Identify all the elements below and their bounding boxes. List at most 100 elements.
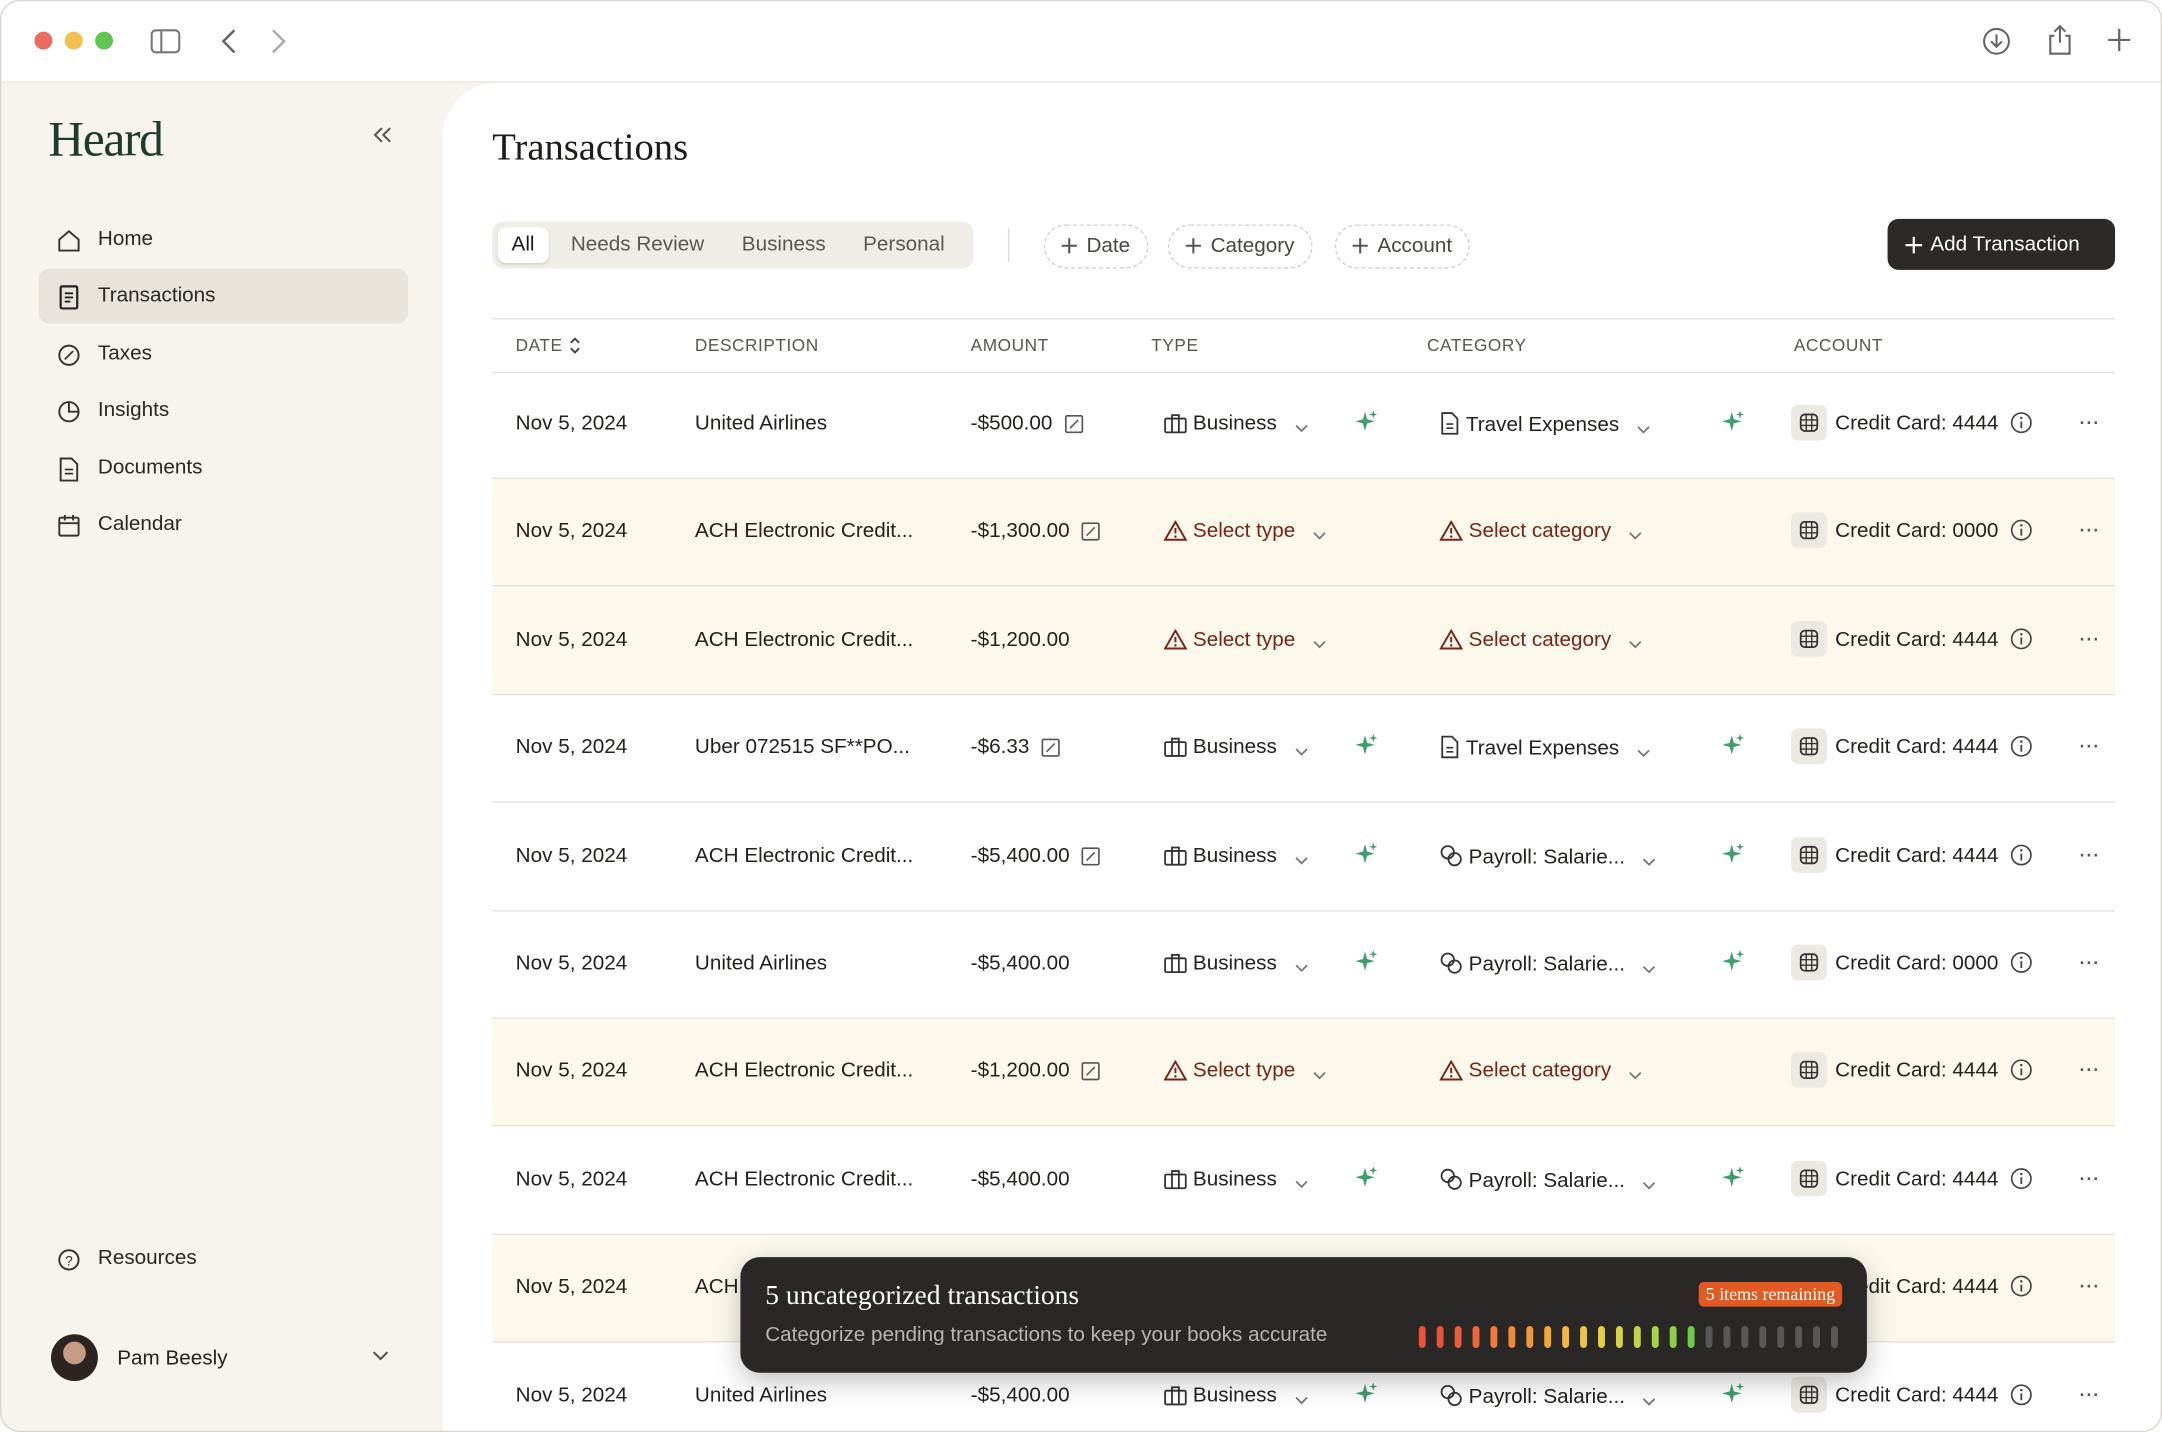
ai-suggestion[interactable] (1354, 842, 1379, 868)
nav-item[interactable]: Calendar (39, 497, 409, 552)
filter-pill[interactable]: Account (1334, 224, 1471, 269)
user-name[interactable]: Pam Beesly (117, 1346, 228, 1371)
description-cell: ACH Electronic Credit... (694, 1167, 914, 1191)
card-icon (1799, 953, 1819, 972)
add-transaction-button[interactable]: Add Transaction (1887, 218, 2116, 270)
description-cell: ACH Electronic Credit... (694, 519, 914, 544)
category-dropdown[interactable]: Payroll: Salarie... (1439, 1383, 1656, 1408)
category-dropdown[interactable]: Travel Expenses (1439, 412, 1650, 436)
table-row[interactable]: Nov 5, 2024 ACH Electronic Credit... -$1,3… (492, 479, 2116, 588)
ai-suggestion[interactable] (1354, 1165, 1379, 1192)
close-button[interactable] (34, 31, 53, 50)
category-dropdown[interactable]: Select category (1439, 628, 1642, 651)
nav-item[interactable]: Home (39, 212, 409, 267)
account-logo (1791, 728, 1827, 765)
tab[interactable]: Business (741, 232, 826, 257)
table-row[interactable]: Nov 5, 2024 United Airlines -$500.00 Busin… (492, 372, 2116, 480)
table-row[interactable]: Nov 5, 2024 United Airlines -$5,400.00 Bus… (492, 912, 2116, 1019)
filter-pill[interactable]: Category (1167, 224, 1313, 269)
category-label: Payroll: Salarie... (1468, 952, 1626, 977)
ai-suggestion[interactable] (1721, 1165, 1746, 1192)
more-menu[interactable]: ··· (2077, 1163, 2100, 1191)
more-menu[interactable]: ··· (2077, 947, 2100, 975)
category-dropdown[interactable]: Travel Expenses (1439, 736, 1650, 760)
type-dropdown[interactable]: Select type (1163, 628, 1327, 651)
filter-label: Account (1377, 234, 1453, 258)
category-dropdown[interactable]: Select category (1439, 520, 1642, 543)
back-button[interactable] (219, 28, 238, 56)
type-dropdown[interactable]: Business (1164, 736, 1308, 759)
ai-suggestion[interactable] (1721, 410, 1746, 436)
account-cell: Credit Card: 4444 (1791, 1160, 2032, 1197)
nav-item[interactable]: Transactions (38, 269, 409, 325)
amount: -$5,400.00 (970, 1383, 1070, 1407)
column-header[interactable]: DATE (516, 336, 582, 355)
card-icon (1799, 413, 1819, 432)
account-cell: Credit Card: 4444 (1791, 1376, 2032, 1413)
type-label: Business (1192, 843, 1277, 867)
type-dropdown[interactable]: Business (1164, 1383, 1308, 1407)
filter-pill[interactable]: Date (1043, 224, 1149, 269)
more-menu[interactable]: ··· (2077, 623, 2100, 651)
type-dropdown[interactable]: Business (1164, 951, 1308, 975)
share-button[interactable] (2045, 23, 2075, 56)
zoom-button[interactable] (95, 31, 114, 50)
ai-suggestion[interactable] (1721, 842, 1746, 868)
ai-suggestion[interactable] (1354, 734, 1379, 760)
more-menu[interactable]: ··· (2077, 1379, 2100, 1407)
ai-suggestion[interactable] (1721, 1381, 1746, 1408)
more-menu[interactable]: ··· (2077, 839, 2100, 867)
ai-suggestion[interactable] (1721, 734, 1746, 760)
table-row[interactable]: Nov 5, 2024 Uber 072515 SF**PO... -$6.33 B… (492, 696, 2116, 803)
table-row[interactable]: Nov 5, 2024 ACH Electronic Credit... -$1,2… (492, 587, 2116, 696)
ai-suggestion[interactable] (1354, 1381, 1379, 1408)
icon (1355, 1381, 1378, 1403)
collapse-button[interactable] (371, 124, 393, 146)
more-menu[interactable]: ··· (2077, 1055, 2100, 1083)
nav-item[interactable]: Documents (39, 440, 409, 495)
user-menu[interactable] (371, 1349, 390, 1363)
category-dropdown[interactable]: Payroll: Salarie... (1439, 843, 1656, 868)
minimize-button[interactable] (64, 31, 83, 50)
icon (58, 344, 80, 366)
ai-suggestion[interactable] (1354, 950, 1379, 976)
more-menu[interactable]: ··· (2077, 407, 2100, 436)
table-row[interactable]: Nov 5, 2024 ACH Electronic Credit... -$5,4… (492, 1127, 2116, 1235)
type-dropdown[interactable]: Select type (1163, 520, 1327, 543)
filter-label: Category (1210, 234, 1295, 258)
nav-item[interactable]: Taxes (39, 326, 409, 381)
tab-group: All Needs Review Business Personal (492, 221, 974, 269)
nav-item[interactable]: Insights (39, 383, 409, 438)
tab[interactable]: Needs Review (570, 232, 705, 257)
more-menu[interactable]: ··· (2077, 515, 2100, 544)
type-dropdown[interactable]: Business (1164, 1167, 1308, 1191)
resources-link[interactable]: ? Resources (39, 1231, 409, 1286)
tab[interactable]: All (497, 227, 549, 263)
chevron (1294, 1396, 1308, 1404)
type-label: Business (1192, 1167, 1277, 1191)
ai-suggestion[interactable] (1354, 410, 1379, 436)
category-dropdown[interactable]: Payroll: Salarie... (1439, 1167, 1656, 1192)
table-row[interactable]: Nov 5, 2024 ACH Electronic Credit... -$1,2… (492, 1019, 2116, 1127)
type-dropdown[interactable]: Business (1164, 412, 1308, 435)
account-cell: Credit Card: 0000 (1791, 512, 2032, 549)
type-dropdown[interactable]: Business (1164, 843, 1308, 867)
table-row[interactable]: Nov 5, 2024 United Airlines -$5,400.00 Bus… (492, 1343, 2115, 1430)
receipt-icon (1041, 738, 1060, 758)
chevron (1629, 532, 1642, 541)
type-dropdown[interactable]: Select type (1163, 1059, 1327, 1083)
category-label: Select category (1468, 519, 1612, 544)
chevron (1294, 964, 1308, 972)
forward-button[interactable] (269, 28, 288, 56)
category-dropdown[interactable]: Select category (1439, 1059, 1642, 1083)
tab[interactable]: Personal (863, 232, 945, 257)
new-tab-button[interactable] (2105, 26, 2133, 54)
more-menu[interactable]: ··· (2077, 1271, 2100, 1299)
ai-suggestion[interactable] (1721, 950, 1746, 976)
more-menu[interactable]: ··· (2077, 731, 2100, 759)
sidebar-toggle[interactable] (150, 28, 181, 56)
download-button[interactable] (1981, 26, 2011, 56)
table-row[interactable]: Nov 5, 2024 ACH Electronic Credit... -$5,4… (492, 804, 2116, 911)
category-dropdown[interactable]: Payroll: Salarie... (1439, 951, 1656, 976)
